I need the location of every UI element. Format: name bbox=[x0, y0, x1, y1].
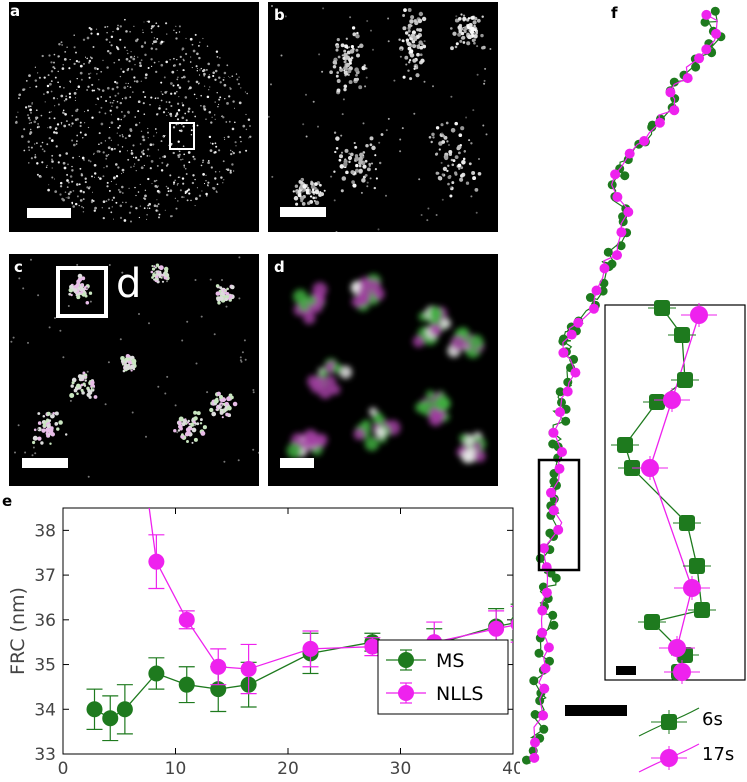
data-point bbox=[148, 665, 165, 682]
panel-f-label: f bbox=[611, 4, 618, 22]
panel-c-image: d bbox=[9, 254, 259, 486]
panel-b-spots bbox=[268, 5, 492, 232]
data-point bbox=[302, 640, 319, 657]
inset-scale-bar bbox=[616, 666, 636, 675]
y-tick-label: 36 bbox=[34, 611, 56, 631]
y-tick-label: 37 bbox=[34, 566, 56, 586]
data-point bbox=[86, 701, 103, 718]
panel-a-nucleus-image bbox=[14, 18, 252, 223]
panel-d-label: d bbox=[274, 258, 285, 276]
data-point bbox=[178, 676, 195, 693]
x-tick-label: 10 bbox=[165, 759, 187, 779]
panel-a-roi-box bbox=[169, 122, 195, 150]
panel-d-spots bbox=[286, 273, 487, 464]
x-tick-label: 0 bbox=[58, 759, 69, 779]
data-point bbox=[116, 701, 133, 718]
legend-entry-ms: MS bbox=[436, 650, 464, 672]
panel-a-image bbox=[9, 2, 259, 232]
panel-f-legend-17s: 17s bbox=[702, 744, 735, 765]
x-axis-label: Temporal Spacing (s) bbox=[187, 779, 387, 782]
trajectory-scale-bar bbox=[565, 705, 627, 716]
panel-c-scale-bar bbox=[22, 458, 68, 468]
panel-d-overlay-image bbox=[286, 273, 487, 464]
panel-a-label: a bbox=[10, 2, 21, 20]
x-tick-label: 40 bbox=[502, 759, 520, 779]
data-point bbox=[102, 710, 119, 727]
panel-c-inset-label: d bbox=[116, 261, 142, 307]
chart-legend: MS NLLS bbox=[377, 639, 509, 715]
panel-a-spots bbox=[14, 18, 252, 223]
data-point bbox=[240, 661, 257, 678]
data-point bbox=[178, 611, 195, 628]
y-axis-label: FRC (nm) bbox=[7, 587, 29, 675]
data-point bbox=[364, 638, 381, 655]
panel-b-zoom-image bbox=[268, 5, 492, 232]
data-point bbox=[148, 553, 165, 570]
panel-b-scale-bar bbox=[280, 207, 326, 217]
y-tick-label: 34 bbox=[34, 700, 56, 720]
panel-b-label: b bbox=[274, 6, 285, 24]
panel-f-legend-6s: 6s bbox=[702, 709, 723, 730]
panel-e-label: e bbox=[2, 492, 13, 510]
data-point bbox=[510, 618, 513, 630]
trajectory-inset bbox=[604, 300, 746, 684]
trajectory-paths bbox=[522, 6, 726, 765]
data-point bbox=[488, 620, 505, 637]
panel-c-spots bbox=[10, 256, 259, 478]
y-tick-label: 35 bbox=[34, 656, 56, 676]
y-tick-label: 33 bbox=[34, 745, 56, 765]
panel-a-scale-bar bbox=[27, 208, 71, 218]
x-tick-label: 20 bbox=[277, 759, 299, 779]
x-tick-label: 30 bbox=[390, 759, 412, 779]
panel-c-label: c bbox=[14, 258, 23, 276]
panel-b-image bbox=[268, 2, 498, 232]
data-point bbox=[210, 658, 227, 675]
series-line bbox=[148, 508, 513, 670]
frc-chart: 0 10 20 30 40 33 34 35 36 37 38 Temporal Spacing (s… bbox=[7, 507, 520, 782]
frc-chart-frame bbox=[62, 507, 514, 755]
trajectory-roi-box bbox=[537, 458, 581, 572]
trajectory-legend bbox=[638, 707, 700, 773]
panel-f-trajectory bbox=[522, 6, 746, 773]
legend-entry-nlls: NLLS bbox=[436, 683, 483, 705]
panel-c-overlay-image bbox=[10, 256, 259, 478]
panel-d-scale-bar bbox=[280, 458, 314, 468]
panel-c-roi-box bbox=[56, 266, 108, 318]
panel-d-image bbox=[268, 254, 498, 486]
y-tick-label: 38 bbox=[34, 521, 56, 541]
